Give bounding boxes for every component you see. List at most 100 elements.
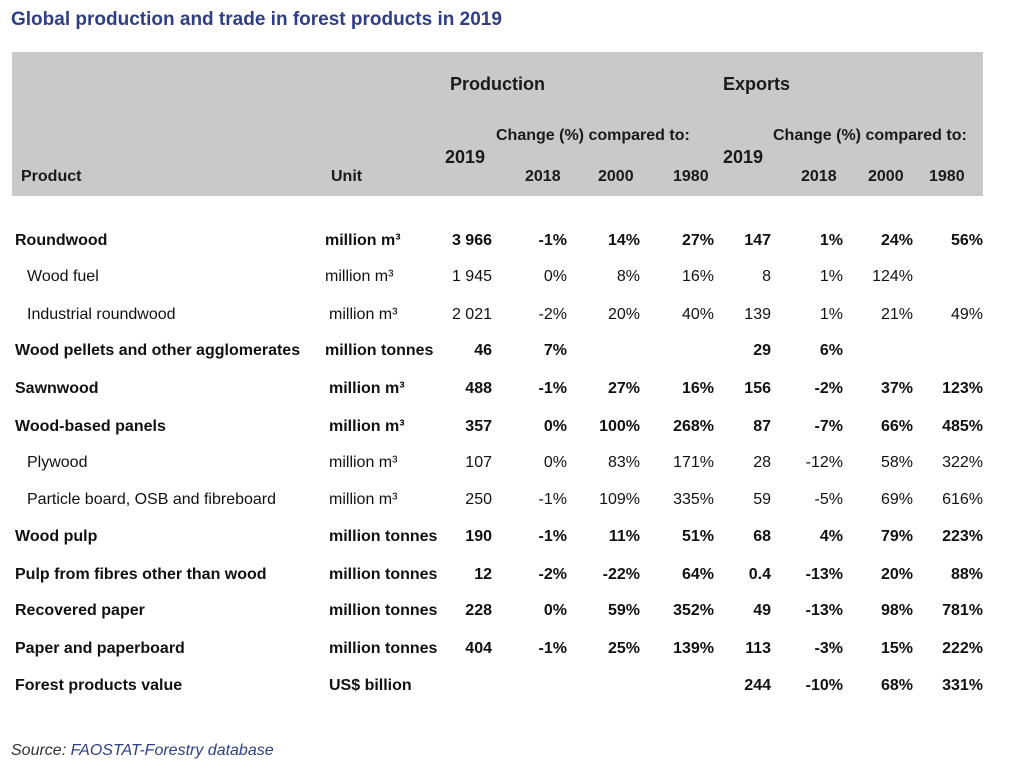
production-2000-header: 2000 [598,168,634,185]
production-change-2000-cell: 27% [607,380,640,397]
exports-year-2019: 2019 [723,147,764,167]
table-row: Forest products value US$ billion 244 -1… [0,677,1024,699]
exports-change-2000-cell: 124% [872,268,913,285]
production-change-2000-cell: 8% [616,268,640,285]
unit-cell: million m³ [325,232,401,249]
unit-cell: million m³ [329,418,405,435]
exports-change-2000-cell: 98% [880,602,913,619]
unit-cell: million m³ [329,306,398,323]
product-cell: Industrial roundwood [27,306,176,323]
production-change-1980-cell: 352% [673,602,714,619]
exports-change-1980-cell: 223% [942,528,983,545]
production-change-2000-cell: 59% [607,602,640,619]
exports-2019-cell: 59 [753,491,771,508]
product-cell: Wood pulp [15,528,98,545]
source-label: Source: [11,742,71,759]
production-2019-cell: 12 [474,566,492,583]
production-2018-header: 2018 [525,168,561,185]
table-row: Recovered paper million tonnes 228 0% 59… [0,602,1024,624]
exports-change-1980-cell: 56% [950,232,983,249]
unit-cell: million tonnes [329,528,438,545]
exports-change-2000-cell: 37% [880,380,913,397]
exports-change-2000-cell: 58% [880,454,913,471]
production-change-2018-cell: 0% [543,418,567,435]
exports-change-1980-cell: 331% [942,677,983,694]
source-link[interactable]: FAOSTAT-Forestry database [70,742,274,759]
exports-change-2018-cell: 1% [819,306,843,323]
production-change-2018-cell: -1% [538,232,567,249]
unit-cell: million m³ [329,454,398,471]
production-1980-header: 1980 [673,168,709,185]
production-change-1980-cell: 51% [681,528,714,545]
product-cell: Paper and paperboard [15,640,185,657]
production-header: Production [450,74,545,94]
production-change-1980-cell: 139% [673,640,714,657]
table-row: Plywood million m³ 107 0% 83% 171% 28 -1… [0,454,1024,476]
table-row: Wood-based panels million m³ 357 0% 100%… [0,418,1024,440]
production-change-2018-cell: -2% [538,566,567,583]
table-row: Wood fuel million m³ 1 945 0% 8% 16% 8 1… [0,268,1024,290]
exports-1980-header: 1980 [929,168,965,185]
exports-change-2000-cell: 20% [880,566,913,583]
unit-cell: million m³ [329,380,405,397]
production-change-2000-cell: 83% [607,454,640,471]
exports-2019-cell: 28 [753,454,771,471]
product-cell: Plywood [27,454,88,471]
production-year-2019: 2019 [445,147,486,167]
exports-change-1980-cell: 49% [950,306,983,323]
exports-change-2000-cell: 69% [880,491,913,508]
product-cell: Roundwood [15,232,108,249]
table-row: Wood pulp million tonnes 190 -1% 11% 51%… [0,528,1024,550]
exports-change-2018-cell: 1% [819,268,843,285]
exports-change-2000-cell: 24% [880,232,913,249]
production-change-1980-cell: 40% [681,306,714,323]
production-change-2018-cell: 0% [543,268,567,285]
production-change-1980-cell: 16% [681,380,714,397]
exports-2019-cell: 156 [744,380,771,397]
production-change-2018-cell: 0% [543,454,567,471]
production-change-1980-cell: 268% [673,418,714,435]
production-change-1980-cell: 27% [681,232,714,249]
production-2019-cell: 404 [465,640,492,657]
exports-change-2000-cell: 79% [880,528,913,545]
production-change-2000-cell: 14% [607,232,640,249]
unit-cell: million m³ [329,491,398,508]
exports-change-2018-cell: -5% [814,491,843,508]
exports-change-1980-cell: 222% [942,640,983,657]
product-cell: Pulp from fibres other than wood [15,566,267,583]
source-note: Source: FAOSTAT-Forestry database [11,742,274,760]
production-2019-cell: 250 [465,491,492,508]
production-change-2000-cell: -22% [602,566,640,583]
production-change-1980-cell: 335% [673,491,714,508]
production-change-2000-cell: 109% [599,491,640,508]
unit-cell: million tonnes [329,566,438,583]
exports-change-1980-cell: 781% [942,602,983,619]
table-header [12,52,983,196]
product-cell: Wood-based panels [15,418,166,435]
exports-2019-cell: 8 [762,268,771,285]
exports-change-1980-cell: 88% [950,566,983,583]
unit-column-header: Unit [331,168,363,185]
exports-change-2018-cell: 6% [819,342,843,359]
exports-change-label: Change (%) compared to: [773,127,967,144]
production-change-2018-cell: 7% [543,342,567,359]
unit-cell: million tonnes [329,602,438,619]
production-change-2018-cell: -1% [538,528,567,545]
exports-change-2018-cell: -12% [805,454,843,471]
exports-2019-cell: 113 [745,640,771,657]
exports-change-2018-cell: -13% [805,566,843,583]
unit-cell: million tonnes [325,342,434,359]
exports-change-1980-cell: 322% [942,454,983,471]
exports-change-2018-cell: 4% [819,528,843,545]
exports-change-2018-cell: -10% [805,677,843,694]
production-change-1980-cell: 64% [681,566,714,583]
production-change-2000-cell: 25% [607,640,640,657]
exports-2019-cell: 139 [744,306,771,323]
table-row: Roundwood million m³ 3 966 -1% 14% 27% 1… [0,232,1024,254]
unit-cell: US$ billion [329,677,412,694]
production-2019-cell: 46 [474,342,492,359]
production-change-2018-cell: -1% [538,640,567,657]
exports-2019-cell: 87 [753,418,771,435]
exports-change-1980-cell: 616% [942,491,983,508]
product-cell: Particle board, OSB and fibreboard [27,491,277,508]
